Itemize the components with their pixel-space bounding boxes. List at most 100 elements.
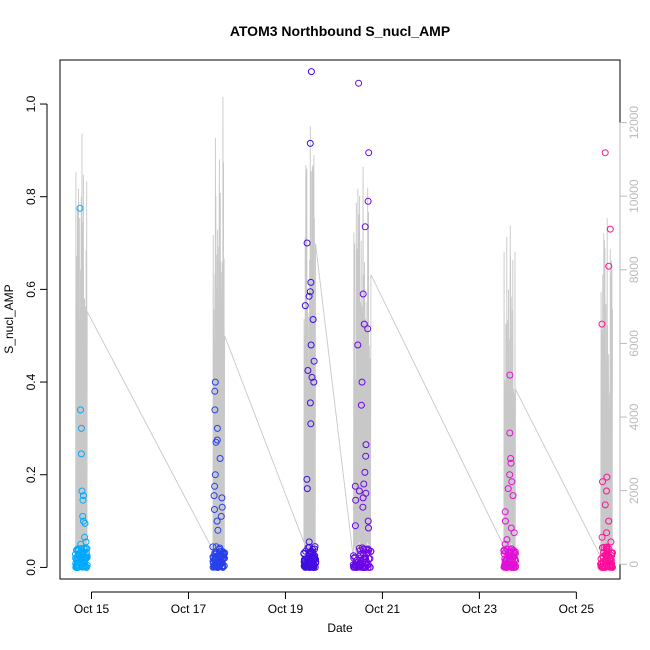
data-point	[303, 239, 311, 247]
y-tick-label: 1.0	[24, 95, 38, 112]
data-point	[215, 556, 223, 564]
data-point	[308, 373, 316, 381]
data-point	[356, 547, 364, 555]
data-point	[362, 452, 370, 460]
data-point	[351, 522, 359, 530]
data-point	[359, 503, 367, 511]
data-point	[507, 455, 515, 462]
data-point	[509, 492, 517, 500]
data-point	[364, 325, 372, 333]
data-point	[211, 471, 219, 479]
data-point	[310, 561, 318, 568]
plot-frame	[59, 59, 621, 580]
data-point	[77, 406, 84, 414]
data-point	[508, 555, 516, 563]
y-tick-label: 0.4	[24, 373, 38, 390]
data-point	[307, 278, 315, 286]
data-point	[365, 524, 372, 532]
data-point	[220, 562, 228, 570]
data-point	[361, 223, 369, 231]
data-point	[307, 68, 315, 76]
data-point	[601, 149, 609, 157]
data-point	[355, 487, 363, 495]
data-point	[221, 549, 229, 557]
y2-tick-label: 4000	[627, 403, 641, 430]
data-point	[309, 545, 317, 553]
data-point	[306, 548, 314, 556]
data-point	[605, 517, 613, 525]
data-point	[364, 545, 372, 553]
data-point	[351, 482, 359, 490]
data-point	[209, 543, 217, 551]
data-point	[309, 316, 317, 323]
data-point	[508, 478, 516, 486]
data-point	[76, 204, 84, 212]
data-point	[81, 533, 89, 541]
y2-tick-label: 10000	[627, 179, 641, 213]
data-point	[211, 506, 218, 513]
data-point	[357, 401, 365, 409]
data-point	[501, 508, 509, 516]
data-point	[211, 406, 219, 414]
data-point	[603, 473, 611, 481]
data-point	[359, 494, 367, 502]
data-point	[306, 288, 314, 296]
data-point	[602, 550, 610, 558]
data-point	[364, 517, 372, 525]
data-point	[360, 563, 368, 571]
data-point	[506, 429, 514, 437]
data-point	[213, 424, 221, 432]
data-point	[360, 320, 368, 328]
data-point	[218, 494, 226, 502]
data-point	[504, 548, 512, 556]
x-tick-label: Oct 21	[365, 602, 401, 616]
data-point	[359, 290, 367, 298]
data-point	[307, 341, 315, 349]
data-point	[361, 468, 369, 476]
data-point	[603, 529, 611, 537]
y-tick-label: 0.0	[24, 559, 38, 576]
data-point	[81, 519, 89, 527]
y2-tick-label: 8000	[627, 256, 641, 283]
secondary-series-line	[75, 96, 613, 561]
data-point	[504, 485, 512, 493]
data-point	[306, 139, 314, 147]
x-tick-label: Oct 17	[171, 602, 207, 616]
data-point	[598, 320, 606, 328]
data-point	[609, 563, 616, 571]
y-tick-label: 0.6	[24, 281, 38, 298]
data-point	[79, 512, 87, 520]
data-point	[605, 262, 613, 270]
data-point	[505, 561, 513, 569]
data-point	[501, 517, 509, 525]
data-point	[216, 544, 224, 552]
data-point	[212, 438, 220, 446]
data-point	[510, 529, 518, 537]
data-point	[601, 501, 609, 509]
data-point	[217, 554, 225, 562]
data-point	[603, 487, 610, 495]
data-point	[212, 563, 220, 571]
y2-tick-label: 6000	[627, 330, 641, 357]
y2-tick-label: 0	[627, 561, 641, 568]
y-tick-label: 0.8	[24, 188, 38, 205]
data-point	[305, 292, 313, 300]
data-point	[506, 471, 514, 479]
data-point	[352, 496, 360, 504]
secondary-line-path	[75, 96, 613, 561]
data-point	[598, 533, 606, 541]
data-point	[304, 367, 312, 374]
data-point	[364, 197, 372, 205]
data-point	[306, 399, 314, 407]
y-axis-label: S_nucl_AMP	[2, 284, 16, 353]
y2-tick-label: 12000	[627, 106, 641, 140]
data-point	[217, 512, 225, 520]
data-point	[362, 441, 370, 449]
data-point	[211, 387, 219, 395]
data-point	[216, 455, 224, 462]
data-point	[600, 543, 608, 551]
data-point	[506, 371, 514, 379]
scatter-points	[72, 68, 616, 571]
data-point	[363, 549, 371, 557]
